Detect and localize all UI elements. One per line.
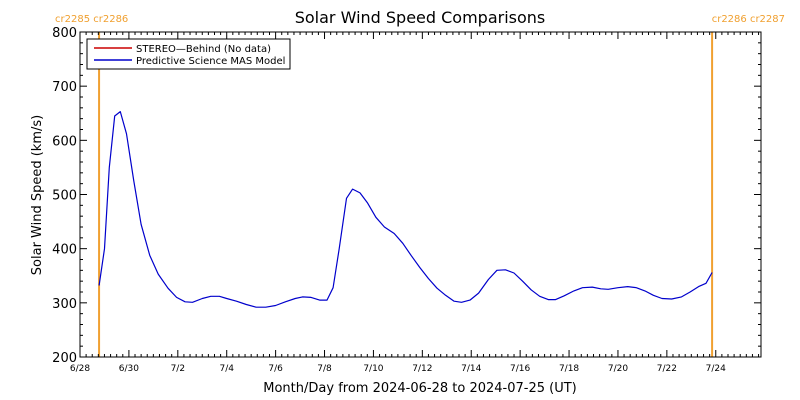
carrington-markers: cr2285 cr2286 cr2286 cr2287 (55, 14, 785, 357)
y-axis: 200 300 400 500 600 700 800 (52, 26, 761, 366)
legend-box (86, 38, 291, 70)
x-axis-label: Month/Day from 2024-06-28 to 2024-07-25 … (263, 381, 576, 396)
y-tick-label: 200 (52, 351, 77, 366)
x-tick-label: 7/6 (268, 364, 283, 374)
y-tick-label: 400 (52, 243, 77, 258)
x-tick-label: 7/20 (608, 364, 628, 374)
chart-title: Solar Wind Speed Comparisons (295, 8, 546, 27)
x-tick-label: 7/10 (363, 364, 383, 374)
y-axis-label: Solar Wind Speed (km/s) (30, 115, 45, 275)
x-tick-label: 7/2 (171, 364, 185, 374)
legend-label-mas-model: Predictive Science MAS Model (136, 56, 285, 67)
x-tick-label: 7/4 (219, 364, 234, 374)
x-tick-label: 6/30 (119, 364, 139, 374)
x-tick-label: 7/18 (559, 364, 579, 374)
x-tick-label: 7/12 (412, 364, 432, 374)
carrington-marker-label: cr2286 cr2287 (712, 14, 785, 25)
legend: STEREO—Behind (No data) Predictive Scien… (86, 38, 291, 70)
y-tick-label: 500 (52, 189, 77, 204)
x-tick-label: 7/14 (461, 364, 481, 374)
x-tick-label: 7/24 (706, 364, 726, 374)
x-tick-label: 7/22 (657, 364, 677, 374)
series-layer (98, 110, 713, 308)
series-line-1 (98, 110, 713, 308)
x-tick-label: 7/8 (317, 364, 332, 374)
x-axis: 6/28 6/30 7/2 7/4 7/6 7/8 7/10 7/12 7/14 7/16 7/18… (70, 32, 760, 374)
y-tick-label: 800 (52, 26, 77, 41)
y-tick-label: 700 (52, 80, 77, 95)
y-tick-label: 300 (52, 297, 77, 312)
legend-label-stereo-behind: STEREO—Behind (No data) (136, 44, 271, 55)
y-tick-label: 600 (52, 134, 77, 149)
x-tick-label: 6/28 (70, 364, 90, 374)
carrington-marker-label: cr2285 cr2286 (55, 14, 128, 25)
x-tick-label: 7/16 (510, 364, 530, 374)
